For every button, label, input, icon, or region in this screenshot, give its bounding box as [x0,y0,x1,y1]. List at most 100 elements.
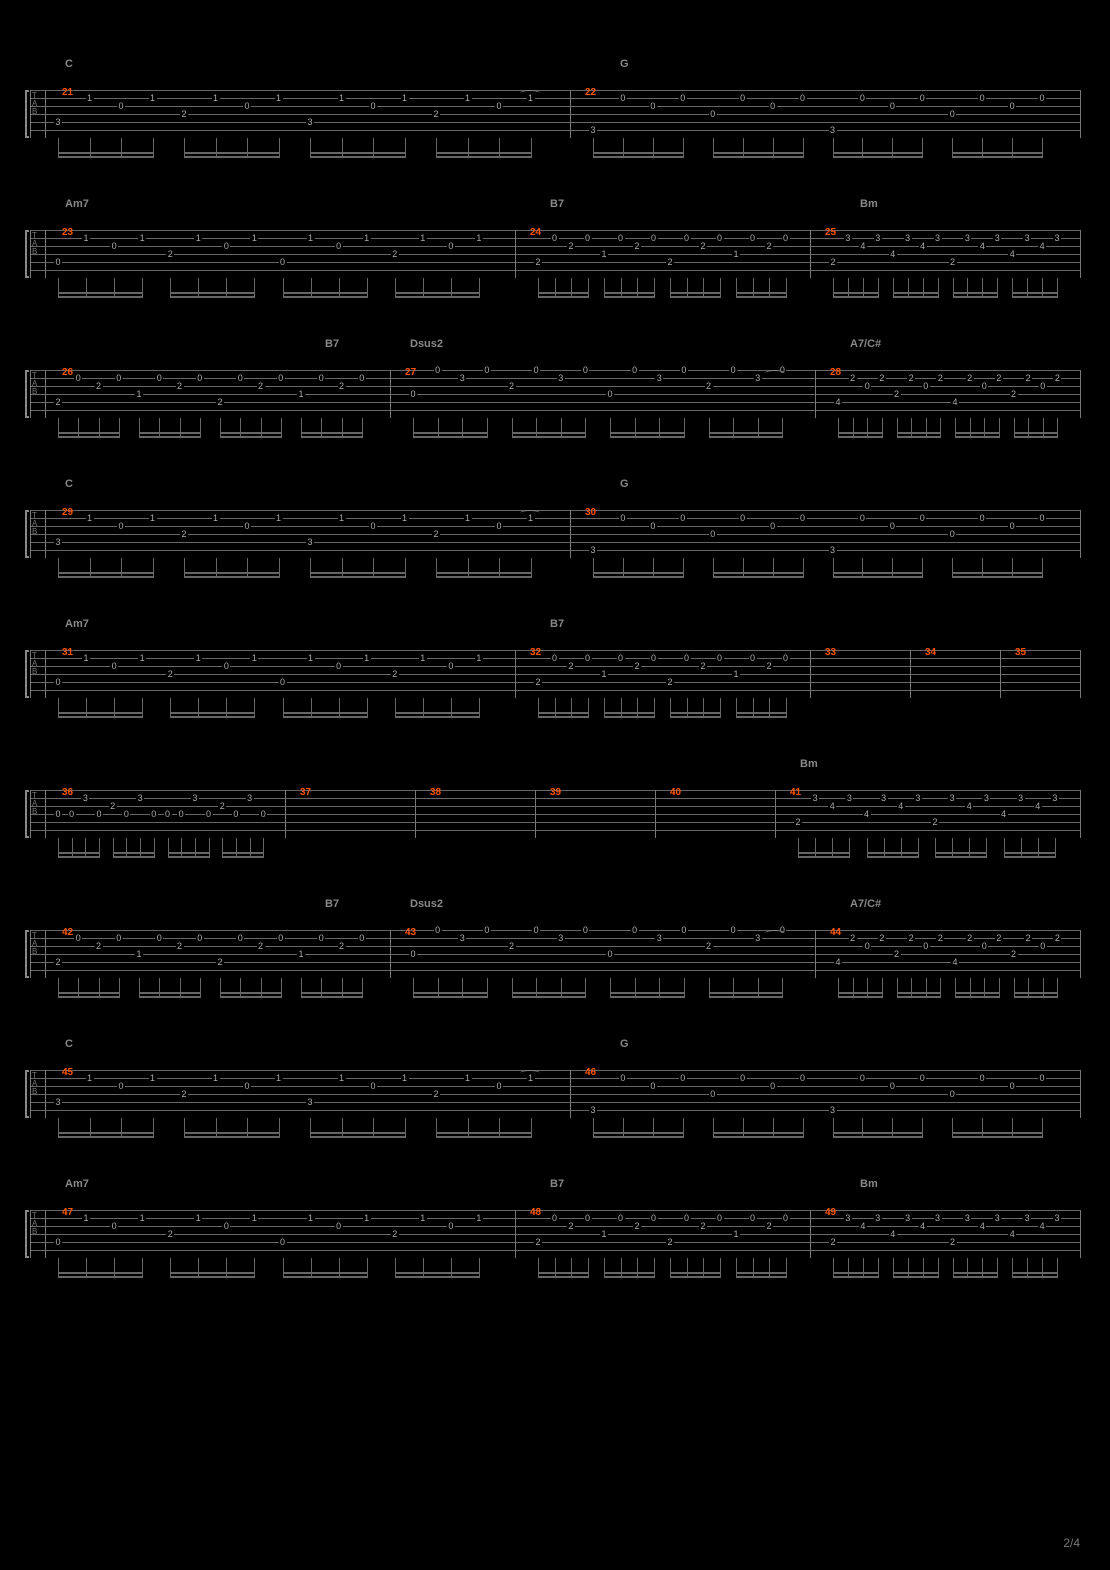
fret-number: 0 [978,93,986,103]
fret-number: 0 [980,941,988,951]
fret-number: 1 [464,1073,472,1083]
fret-number: 3 [54,117,62,127]
chord-label: G [620,58,629,70]
fret-number: 0 [358,933,366,943]
fret-number: 0 [978,1073,986,1083]
fret-number: 1 [600,249,608,259]
fret-number: 0 [749,233,757,243]
fret-number: 0 [888,1081,896,1091]
fret-number: 0 [196,933,204,943]
fret-number: 3 [589,125,597,135]
fret-number: 0 [434,365,442,375]
bar-number: 43 [405,927,416,938]
fret-number: 2 [666,1237,674,1247]
fret-number: 1 [138,1213,146,1223]
fret-number: 0 [650,653,658,663]
fret-number: 0 [918,93,926,103]
fret-number: 2 [216,397,224,407]
fret-number: 2 [931,817,939,827]
fret-number: 0 [532,925,540,935]
fret-number: 2 [534,1237,542,1247]
bar-number: 29 [62,507,73,518]
fret-number: 4 [1000,809,1008,819]
fret-number: 2 [829,1237,837,1247]
fret-number: 0 [769,521,777,531]
chord-label: B7 [550,1178,564,1190]
fret-number: 2 [829,257,837,267]
fret-number: 2 [180,1089,188,1099]
bar-number: 49 [825,1207,836,1218]
fret-number: 0 [683,653,691,663]
fret-number: 0 [495,521,503,531]
fret-number: 0 [606,949,614,959]
chord-label: B7 [325,898,339,910]
fret-number: 2 [338,941,346,951]
fret-number: 1 [275,513,283,523]
bar-number: 36 [62,787,73,798]
fret-number: 1 [250,1213,258,1223]
fret-number: 1 [338,513,346,523]
fret-number: 1 [194,1213,202,1223]
fret-number: 2 [534,257,542,267]
fret-number: 0 [279,677,287,687]
fret-number: 0 [277,373,285,383]
fret-number: 3 [557,373,565,383]
fret-number: 2 [699,661,707,671]
fret-number: 4 [834,957,842,967]
fret-number: 1 [297,949,305,959]
fret-number: 2 [907,373,915,383]
tab-system: CGTAB21223101210131012101300000003000000… [30,80,1080,200]
fret-number: 3 [904,233,912,243]
fret-number: 4 [978,1221,986,1231]
fret-number: 1 [464,513,472,523]
fret-number: 0 [584,653,592,663]
fret-number: 0 [858,1073,866,1083]
fret-number: 0 [110,1221,118,1231]
fret-number: 1 [338,1073,346,1083]
fret-number: 2 [567,661,575,671]
fret-number: 1 [212,93,220,103]
fret-number: 0 [863,381,871,391]
fret-number: 2 [338,381,346,391]
fret-number: 2 [765,661,773,671]
fret-number: 0 [888,101,896,111]
fret-number: 2 [666,677,674,687]
fret-number: 2 [166,1229,174,1239]
chord-label: G [620,478,629,490]
fret-number: 0 [259,809,267,819]
fret-number: 3 [914,793,922,803]
fret-number: 0 [495,1081,503,1091]
fret-number: 2 [699,1221,707,1231]
fret-number: 2 [166,249,174,259]
fret-number: 1 [401,93,409,103]
chord-label: C [65,478,73,490]
fret-number: 2 [54,957,62,967]
fret-number: 1 [149,1073,157,1083]
fret-number: 4 [863,809,871,819]
fret-number: 0 [551,653,559,663]
fret-number: 1 [275,1073,283,1083]
fret-number: 0 [679,93,687,103]
fret-number: 4 [1034,801,1042,811]
fret-number: 0 [858,93,866,103]
fret-number: 0 [369,1081,377,1091]
fret-number: 0 [617,1213,625,1223]
fret-number: 0 [709,109,717,119]
fret-number: 3 [1023,1213,1031,1223]
fret-number: 3 [993,1213,1001,1223]
fret-number: 0 [606,389,614,399]
fret-number: 1 [135,389,143,399]
fret-number: 2 [666,257,674,267]
fret-number: 2 [1024,373,1032,383]
fret-number: 2 [95,381,103,391]
fret-number: 0 [117,1081,125,1091]
fret-number: 0 [948,529,956,539]
bar-number: 39 [550,787,561,798]
fret-number: 0 [581,365,589,375]
fret-number: 2 [936,933,944,943]
fret-number: 0 [799,93,807,103]
fret-number: 3 [306,537,314,547]
fret-number: 2 [849,373,857,383]
fret-number: 0 [1039,381,1047,391]
fret-number: 1 [138,233,146,243]
